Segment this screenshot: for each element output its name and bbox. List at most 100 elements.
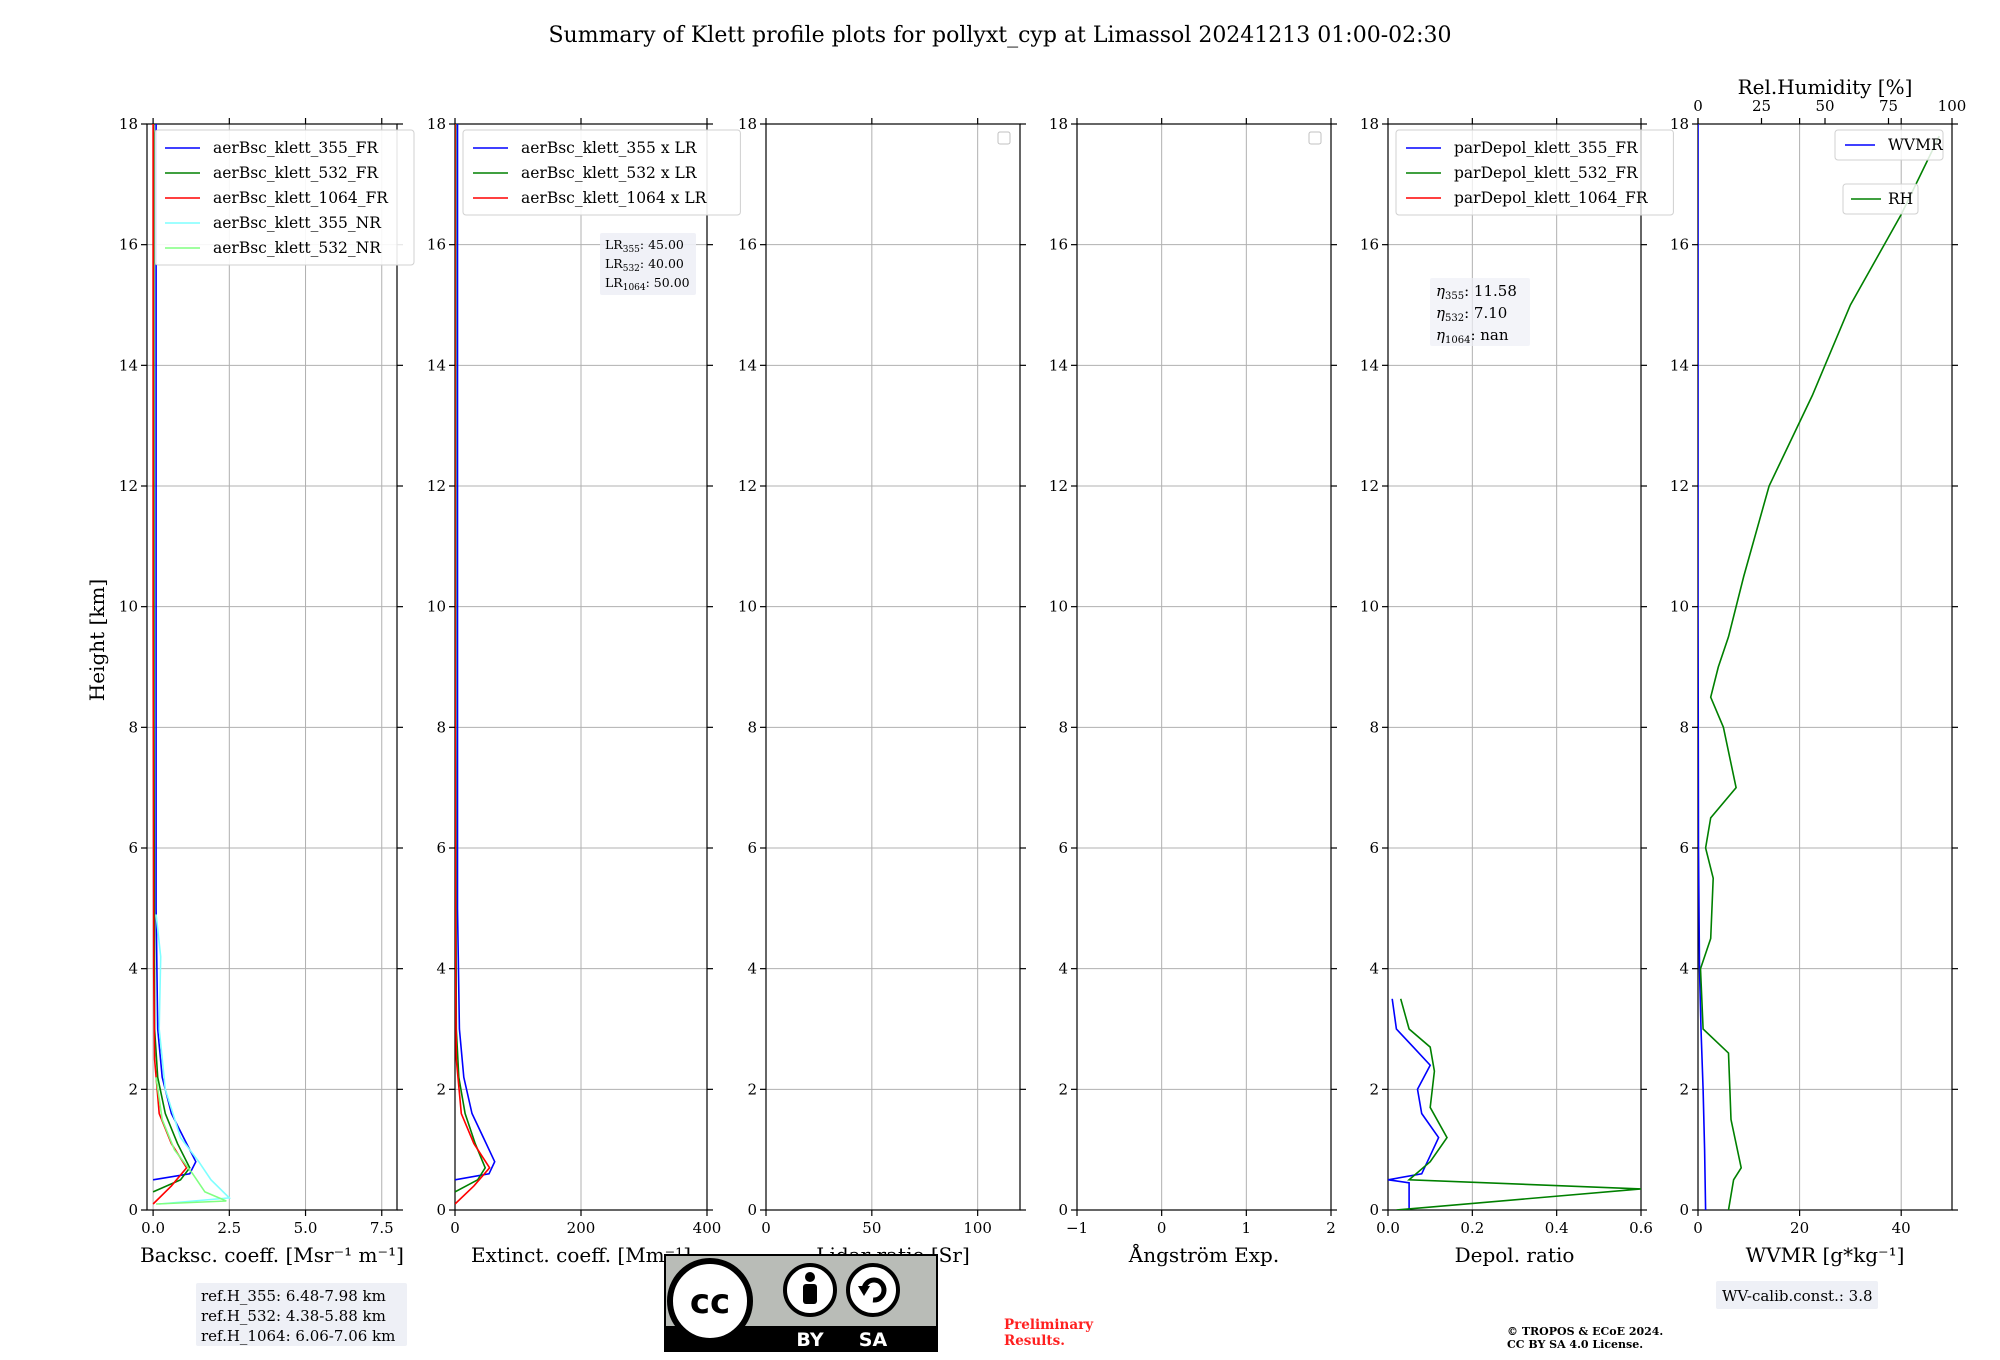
- x-tick-label: 0.0: [1376, 1219, 1400, 1237]
- y-tick-label: 10: [1360, 598, 1379, 616]
- x-tick-label: 20: [1790, 1219, 1809, 1237]
- legend-label: RH: [1888, 190, 1913, 208]
- y-tick-label: 6: [1369, 839, 1379, 857]
- x-tick-label: 50: [862, 1219, 881, 1237]
- empty-legend-box: [997, 131, 1011, 145]
- legend-label: parDepol_klett_1064_FR: [1454, 189, 1649, 207]
- legend-label: aerBsc_klett_355_FR: [213, 139, 379, 157]
- y-tick-label: 18: [119, 115, 138, 133]
- series-line-parDepol_klett_532_FR: [1396, 998, 1641, 1210]
- legend-label: aerBsc_klett_532 x LR: [521, 164, 698, 182]
- y-tick-label: 6: [1679, 839, 1689, 857]
- legend-label: WVMR: [1888, 136, 1944, 154]
- y-tick-label: 14: [1049, 356, 1068, 374]
- legend-box: [1834, 129, 1944, 161]
- y-tick-label: 4: [436, 960, 446, 978]
- x-axis-label: Depol. ratio: [1455, 1243, 1575, 1267]
- ref-height-note: ref.H_1064: 6.06-7.06 km: [201, 1327, 395, 1345]
- y-tick-label: 18: [1360, 115, 1379, 133]
- y-tick-label: 0: [1058, 1201, 1068, 1219]
- legend-label: aerBsc_klett_532_FR: [213, 164, 379, 182]
- legend-label: parDepol_klett_532_FR: [1454, 164, 1639, 182]
- x2-tick-label: 0: [1693, 97, 1703, 115]
- y-tick-label: 10: [427, 598, 446, 616]
- y-tick-label: 18: [1049, 115, 1068, 133]
- y-tick-label: 12: [427, 477, 446, 495]
- y-tick-label: 8: [1679, 718, 1689, 736]
- panel-5: 0 2 4 6 8 10 12 14 16 18 0.0 0.2 0.4 0.6 Depol. ratio p…: [1360, 115, 1674, 1267]
- y-tick-label: 16: [119, 236, 138, 254]
- cc-license-badge: cc BY SA: [664, 1254, 938, 1352]
- y-tick-label: 8: [747, 718, 757, 736]
- y-tick-label: 6: [747, 839, 757, 857]
- y-tick-label: 14: [119, 356, 138, 374]
- series-line-RH: [1699, 135, 1941, 1210]
- ref-height-note: ref.H_532: 4.38-5.88 km: [201, 1307, 386, 1325]
- x-tick-label: 0: [1693, 1219, 1703, 1237]
- series-line-aerBsc_klett_355 x LR: [455, 124, 496, 1181]
- y-tick-label: 10: [1670, 598, 1689, 616]
- y-tick-label: 2: [1058, 1080, 1068, 1098]
- series-line-aerBsc_klett_1064_FR: [152, 124, 188, 1205]
- y-tick-label: 2: [128, 1080, 138, 1098]
- y-tick-label: 6: [1058, 839, 1068, 857]
- copyright-line2: CC BY SA 4.0 License.: [1507, 1338, 1643, 1351]
- y-tick-label: 18: [1670, 115, 1689, 133]
- y-tick-label: 18: [738, 115, 757, 133]
- y-tick-label: 4: [1679, 960, 1689, 978]
- figure-title: Summary of Klett profile plots for polly…: [548, 23, 1451, 48]
- y-tick-label: 8: [1369, 718, 1379, 736]
- panel-frame: [1697, 123, 1953, 1211]
- x-tick-label: 0.4: [1545, 1219, 1569, 1237]
- y-tick-label: 14: [1670, 356, 1689, 374]
- legend-box: [462, 129, 741, 216]
- x-axis-label: WVMR [g*kg⁻¹]: [1746, 1243, 1905, 1267]
- x-tick-label: 400: [693, 1219, 722, 1237]
- x2-axis-label: Rel.Humidity [%]: [1738, 75, 1913, 99]
- x2-tick-label: 100: [1938, 97, 1967, 115]
- y-tick-label: 2: [1679, 1080, 1689, 1098]
- x-axis-label: Ångström Exp.: [1128, 1242, 1279, 1267]
- x-tick-label: 40: [1892, 1219, 1911, 1237]
- y-tick-label: 0: [747, 1201, 757, 1219]
- panel-3: 024681012141618050100Lidar ratio [Sr]: [738, 115, 1026, 1267]
- y-tick-label: 14: [1360, 356, 1379, 374]
- y-tick-label: 16: [1360, 236, 1379, 254]
- x-tick-label: 2: [1326, 1219, 1336, 1237]
- x-tick-label: 0.0: [141, 1219, 165, 1237]
- y-tick-label: 2: [1369, 1080, 1379, 1098]
- preliminary-note-line1: Preliminary: [1004, 1317, 1094, 1333]
- series-line-aerBsc_klett_532_NR: [155, 1077, 227, 1205]
- y-tick-label: 14: [738, 356, 757, 374]
- y-tick-label: 18: [427, 115, 446, 133]
- ref-height-note: ref.H_355: 6.48-7.98 km: [201, 1287, 386, 1305]
- svg-text:cc: cc: [690, 1282, 730, 1322]
- y-tick-label: 4: [1369, 960, 1379, 978]
- legend-label: aerBsc_klett_1064_FR: [213, 189, 389, 207]
- x-tick-label: −1: [1066, 1219, 1088, 1237]
- legend-label: aerBsc_klett_355_NR: [213, 214, 382, 232]
- x-tick-label: 5.0: [294, 1219, 318, 1237]
- wv-calib-note: WV-calib.const.: 3.8: [1722, 1287, 1873, 1305]
- panel-frame: [1076, 123, 1332, 1211]
- x-tick-label: 2.5: [217, 1219, 241, 1237]
- eta-annotation-box: [1430, 278, 1530, 346]
- lr-annotation: LR355: 45.00: [605, 237, 684, 255]
- ref-height-box: [196, 1283, 407, 1346]
- y-tick-label: 0: [436, 1201, 446, 1219]
- legend-label: aerBsc_klett_1064 x LR: [521, 189, 708, 207]
- lr-annotation-box: [600, 233, 696, 295]
- x2-tick-label: 75: [1879, 97, 1898, 115]
- y-tick-label: 4: [1058, 960, 1068, 978]
- series-line-aerBsc_klett_355_NR: [155, 914, 232, 1205]
- y-tick-label: 4: [128, 960, 138, 978]
- y-tick-label: 2: [747, 1080, 757, 1098]
- eta-annotation: η1064: nan: [1436, 326, 1509, 346]
- y-tick-label: 10: [738, 598, 757, 616]
- y-tick-label: 2: [436, 1080, 446, 1098]
- x-axis-label: Backsc. coeff. [Msr⁻¹ m⁻¹]: [140, 1243, 404, 1267]
- y-tick-label: 8: [436, 718, 446, 736]
- series-line-aerBsc_klett_1064 x LR: [455, 124, 491, 1205]
